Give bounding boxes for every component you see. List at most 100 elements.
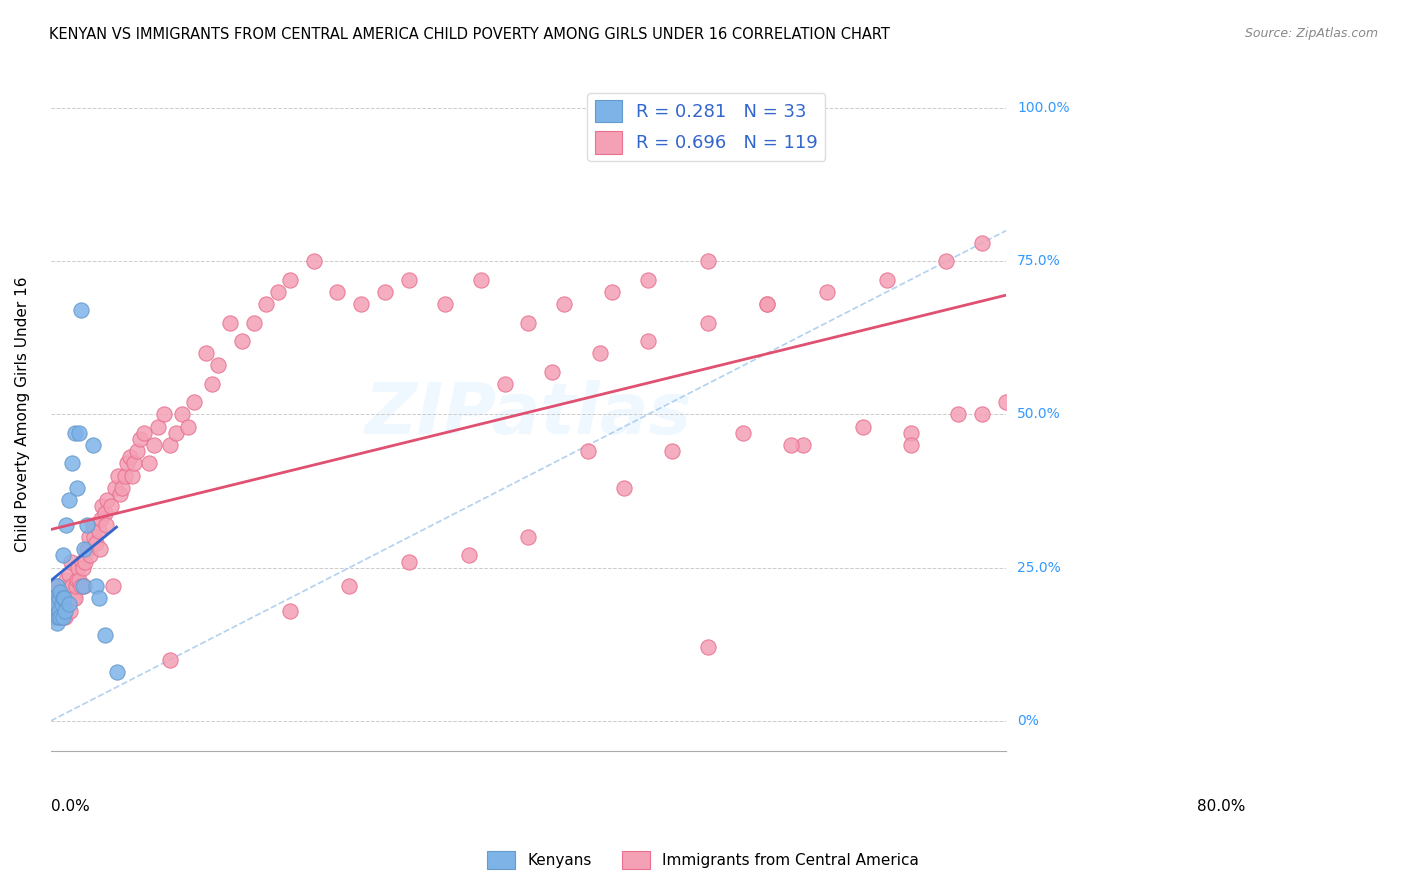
Y-axis label: Child Poverty Among Girls Under 16: Child Poverty Among Girls Under 16 — [15, 277, 30, 552]
Point — [696, 254, 718, 268]
Point — [44, 609, 66, 624]
Point — [219, 316, 242, 330]
Point — [172, 408, 194, 422]
Point — [600, 285, 623, 299]
Text: 0.0%: 0.0% — [51, 798, 90, 814]
Point — [254, 297, 277, 311]
Point — [60, 555, 83, 569]
Point — [948, 408, 970, 422]
Point — [52, 609, 75, 624]
Point — [45, 591, 67, 606]
Point — [900, 438, 922, 452]
Point — [995, 395, 1018, 409]
Text: 100.0%: 100.0% — [1017, 101, 1070, 115]
Point — [337, 579, 360, 593]
Point — [70, 555, 93, 569]
Point — [67, 560, 90, 574]
Point — [117, 457, 139, 471]
Point — [52, 591, 75, 606]
Point — [52, 591, 75, 606]
Point — [111, 481, 134, 495]
Point — [89, 542, 111, 557]
Point — [69, 579, 91, 593]
Point — [59, 603, 82, 617]
Point — [46, 603, 69, 617]
Point — [53, 609, 76, 624]
Point — [494, 376, 516, 391]
Legend: Kenyans, Immigrants from Central America: Kenyans, Immigrants from Central America — [481, 845, 925, 875]
Point — [589, 346, 612, 360]
Point — [177, 419, 200, 434]
Point — [326, 285, 349, 299]
Point — [53, 603, 76, 617]
Point — [94, 517, 117, 532]
Text: ZIPatlas: ZIPatlas — [364, 380, 692, 449]
Point — [613, 481, 636, 495]
Point — [108, 487, 131, 501]
Point — [45, 579, 67, 593]
Point — [76, 517, 98, 532]
Point — [159, 438, 181, 452]
Point — [278, 273, 301, 287]
Point — [105, 665, 128, 679]
Point — [75, 555, 97, 569]
Point — [83, 530, 105, 544]
Point — [48, 603, 70, 617]
Point — [60, 457, 83, 471]
Point — [696, 316, 718, 330]
Point — [72, 579, 94, 593]
Point — [51, 603, 73, 617]
Point — [69, 425, 91, 440]
Point — [77, 530, 100, 544]
Point — [69, 303, 91, 318]
Point — [82, 438, 104, 452]
Point — [48, 598, 70, 612]
Point — [129, 432, 152, 446]
Text: 75.0%: 75.0% — [1017, 254, 1062, 268]
Point — [62, 591, 84, 606]
Point — [900, 425, 922, 440]
Point — [637, 273, 659, 287]
Point — [398, 555, 420, 569]
Point — [852, 419, 875, 434]
Point — [517, 530, 540, 544]
Point — [876, 273, 898, 287]
Point — [195, 346, 218, 360]
Point — [63, 425, 86, 440]
Point — [56, 591, 79, 606]
Point — [243, 316, 266, 330]
Point — [55, 517, 77, 532]
Point — [52, 598, 75, 612]
Point — [398, 273, 420, 287]
Point — [457, 549, 479, 563]
Point — [104, 481, 127, 495]
Text: Source: ZipAtlas.com: Source: ZipAtlas.com — [1244, 27, 1378, 40]
Point — [45, 609, 67, 624]
Point — [553, 297, 575, 311]
Point — [159, 652, 181, 666]
Point — [541, 365, 564, 379]
Point — [84, 579, 107, 593]
Point — [661, 444, 683, 458]
Point — [72, 560, 94, 574]
Point — [45, 579, 67, 593]
Point — [93, 506, 115, 520]
Point — [63, 591, 86, 606]
Point — [44, 609, 66, 624]
Point — [780, 438, 803, 452]
Point — [69, 573, 91, 587]
Point — [696, 640, 718, 655]
Point — [58, 598, 80, 612]
Point — [91, 500, 114, 514]
Point — [267, 285, 290, 299]
Point — [45, 615, 67, 630]
Point — [46, 609, 69, 624]
Point — [90, 511, 112, 525]
Point — [79, 549, 101, 563]
Text: 50.0%: 50.0% — [1017, 408, 1062, 421]
Point — [49, 585, 72, 599]
Point — [637, 334, 659, 348]
Point — [153, 408, 176, 422]
Point — [73, 542, 96, 557]
Point — [935, 254, 957, 268]
